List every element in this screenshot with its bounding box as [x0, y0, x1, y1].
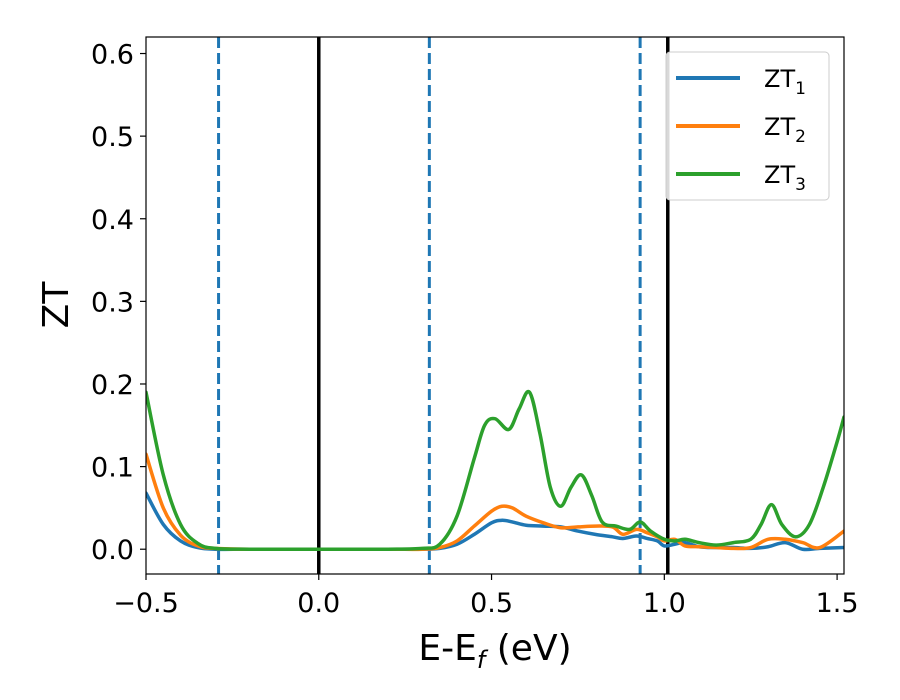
- y-tick-label: 0.0: [91, 535, 134, 566]
- x-axis-ticks: −0.5 0.0 0.5 1.0 1.5: [113, 574, 859, 619]
- y-axis-ticks: 0.0 0.1 0.2 0.3 0.4 0.5 0.6: [91, 40, 146, 566]
- x-tick-label: 1.5: [816, 588, 859, 619]
- series-line-zt2: [146, 452, 844, 552]
- x-axis-label-main: E-E: [418, 628, 476, 669]
- x-axis-label: E-Ef (eV): [418, 628, 571, 674]
- series-group: [146, 389, 844, 552]
- legend-label-zt1: ZT1: [764, 65, 806, 99]
- y-tick-label: 0.3: [91, 287, 134, 318]
- legend-label-zt3: ZT3: [764, 161, 806, 195]
- x-tick-label: 0.5: [470, 588, 513, 619]
- plot-frame: [145, 36, 845, 575]
- vertical-reference-lines: [217, 37, 670, 574]
- y-tick-label: 0.4: [91, 205, 134, 236]
- x-tick-label: −0.5: [113, 588, 179, 619]
- y-tick-label: 0.6: [91, 40, 134, 71]
- y-tick-label: 0.2: [91, 370, 134, 401]
- legend-box: [665, 51, 830, 201]
- x-tick-label: 1.0: [643, 588, 686, 619]
- legend: ZT1 ZT2 ZT3: [665, 51, 830, 201]
- y-axis-label: ZT: [36, 281, 77, 329]
- x-axis-label-unit: (eV): [485, 628, 571, 669]
- y-tick-label: 0.5: [91, 122, 134, 153]
- y-tick-label: 0.1: [91, 453, 134, 484]
- x-tick-label: 0.0: [297, 588, 340, 619]
- series-line-zt3: [146, 389, 844, 552]
- legend-label-zt2: ZT2: [764, 113, 806, 147]
